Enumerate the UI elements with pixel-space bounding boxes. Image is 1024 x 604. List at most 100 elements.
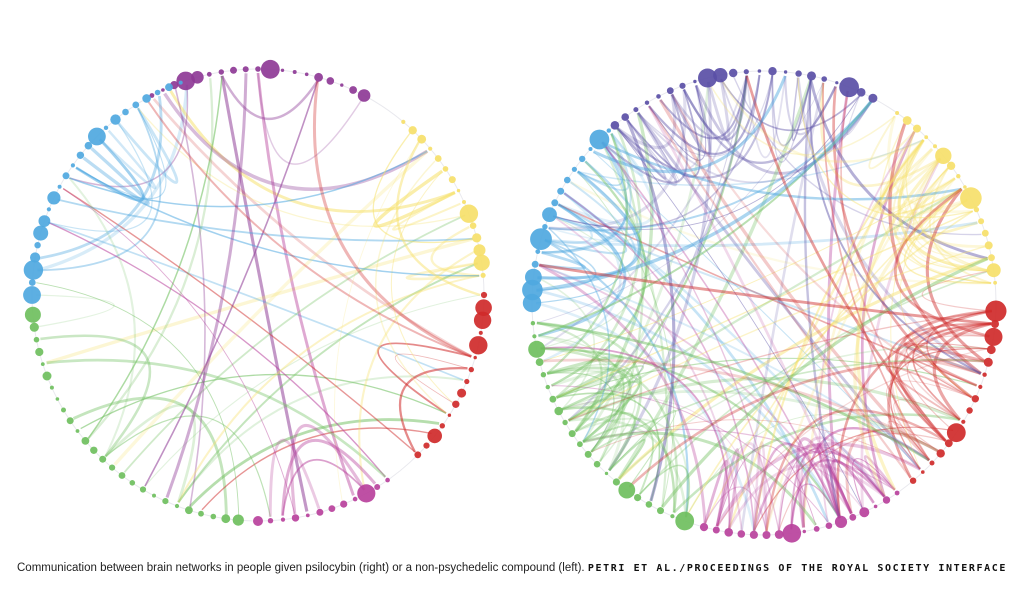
network-node [978, 218, 985, 225]
connection-edge [926, 310, 993, 398]
connection-edge [174, 88, 206, 507]
connection-edge [853, 187, 963, 498]
connection-edge [540, 75, 748, 350]
connection-edge [745, 75, 947, 442]
connection-edge [163, 92, 429, 191]
connection-edge [540, 347, 625, 453]
connection-edge [796, 437, 853, 528]
network-node [132, 101, 140, 109]
connection-edge [903, 199, 992, 284]
connection-edge [536, 82, 824, 324]
network-node [895, 111, 900, 115]
connection-edge [551, 368, 626, 422]
connection-edge [912, 322, 992, 421]
connection-edge [879, 123, 992, 284]
network-node [152, 493, 156, 498]
connection-edge [784, 75, 837, 136]
connection-edge [281, 459, 366, 516]
connection-edge [556, 364, 644, 422]
network-node [525, 268, 542, 286]
connection-edge [46, 358, 387, 478]
connection-edge [639, 270, 990, 495]
connection-edge [728, 139, 925, 529]
connection-edge [921, 270, 992, 312]
network-node [606, 128, 611, 133]
network-node [557, 187, 565, 195]
connection-edge [593, 151, 921, 470]
connection-edge [778, 448, 885, 531]
connection-edge [720, 75, 774, 135]
network-node [442, 166, 449, 172]
connection-edge [570, 181, 992, 285]
network-node [902, 116, 912, 125]
connection-edge [832, 86, 973, 399]
connection-edge [932, 322, 992, 421]
network-node [562, 419, 568, 426]
connection-edge [648, 74, 761, 156]
connection-edge [887, 115, 973, 214]
network-node [75, 429, 80, 433]
network-node [473, 355, 477, 360]
connection-edge [905, 131, 990, 272]
network-node [530, 228, 552, 251]
connection-edge [892, 139, 992, 285]
connection-edge [887, 322, 992, 479]
network-nodes [23, 59, 492, 526]
network-node [33, 225, 49, 241]
connection-edge [562, 406, 676, 513]
network-node [457, 388, 467, 398]
network-node [191, 71, 204, 84]
connection-edge [373, 169, 456, 228]
network-node [973, 206, 980, 213]
connection-edge [82, 147, 150, 206]
connection-edge [577, 141, 630, 192]
connection-edge [582, 423, 654, 495]
network-node [475, 299, 492, 317]
network-node [802, 529, 806, 534]
network-node [933, 144, 937, 149]
connection-edge [601, 141, 780, 531]
connection-edge [790, 459, 886, 530]
network-node [468, 366, 474, 373]
connection-edge [548, 170, 636, 243]
network-node [737, 530, 746, 538]
connection-edge [894, 309, 993, 442]
network-node [762, 531, 771, 539]
network-node [401, 119, 406, 124]
network-node [856, 88, 866, 97]
connection-edge [177, 262, 479, 503]
connection-edge [553, 95, 860, 230]
connection-edge [547, 372, 615, 453]
network-node [110, 114, 121, 125]
connection-edge [48, 122, 153, 232]
network-node [357, 89, 371, 102]
connection-edge [535, 203, 623, 304]
connection-edge [904, 167, 990, 272]
connection-edge [552, 215, 743, 531]
connection-edge [903, 342, 985, 375]
network-node [423, 442, 430, 449]
network-node [176, 71, 195, 91]
network-node [122, 108, 129, 116]
network-node [633, 107, 639, 113]
network-node [142, 94, 151, 103]
network-node [118, 472, 126, 479]
network-node [46, 207, 52, 212]
connection-edge [752, 450, 896, 532]
network-node [986, 345, 996, 355]
network-node [88, 127, 106, 146]
network-node [882, 496, 891, 504]
connection-edge [771, 75, 812, 163]
connection-edge [871, 148, 942, 211]
connection-edge [98, 129, 157, 190]
connection-edge [535, 301, 756, 532]
network-node [408, 126, 417, 135]
network-node [724, 528, 733, 537]
network-node [473, 254, 490, 271]
connection-edge [62, 188, 296, 515]
network-node [634, 494, 642, 502]
connection-edge [536, 288, 841, 519]
connection-edge [540, 347, 841, 519]
network-node [462, 200, 466, 204]
network-node [960, 187, 982, 209]
